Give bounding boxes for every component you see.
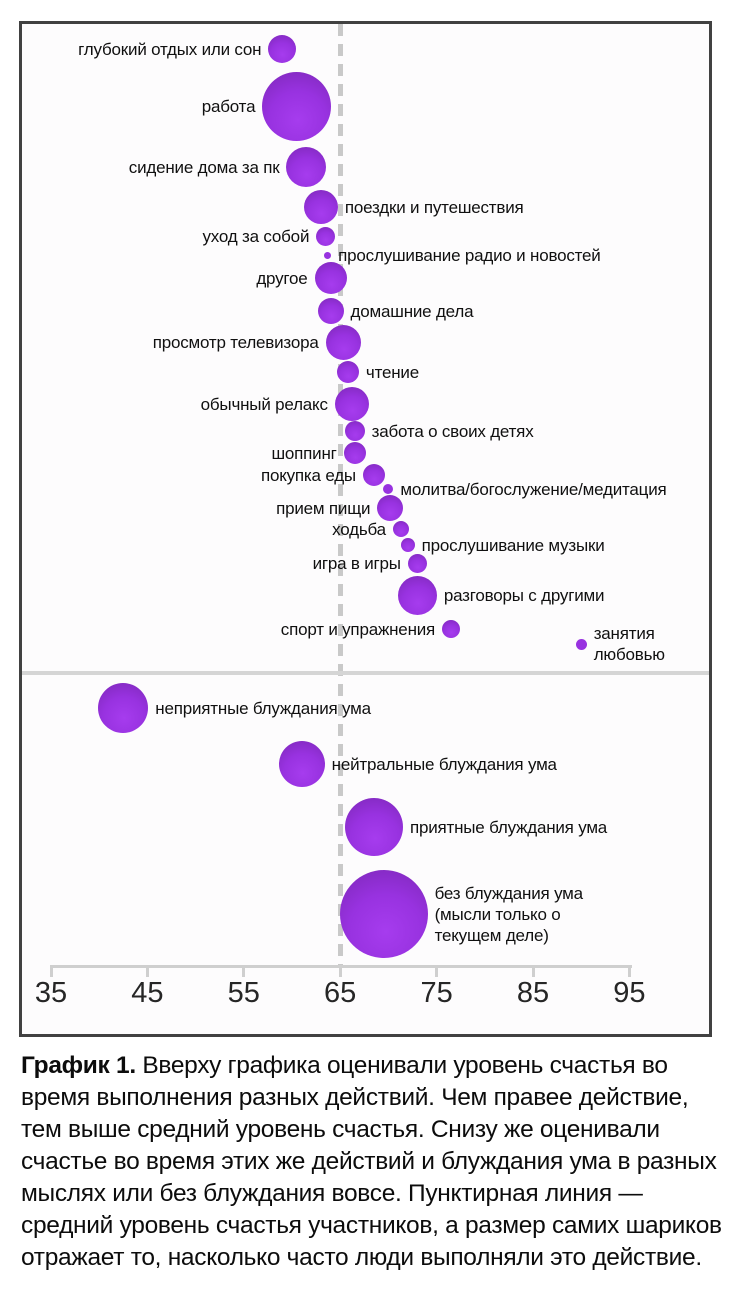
axis-tick	[435, 965, 439, 977]
caption-text: Вверху графика оценивали уровень счастья…	[21, 1052, 722, 1271]
bubble	[392, 521, 409, 537]
bubble	[397, 575, 437, 615]
bubble	[343, 442, 366, 464]
bubble	[303, 190, 338, 224]
figure-caption: График 1. Вверху графика оценивали урове…	[21, 1050, 722, 1274]
bubble	[407, 553, 427, 573]
bubble-label: поездки и путешествия	[344, 197, 524, 217]
bubble	[262, 71, 332, 141]
bubble-label: работа	[201, 96, 256, 116]
bubble	[98, 683, 149, 733]
chart-frame	[19, 21, 712, 1037]
bubble	[336, 361, 359, 383]
bubble	[325, 324, 361, 360]
bubble-label: прослушивание музыки	[421, 535, 605, 555]
bubble-label: приятные блуждания ума	[409, 817, 608, 837]
bubble	[362, 464, 385, 486]
axis-tick	[338, 965, 342, 977]
bubble	[334, 387, 369, 421]
bubble-label: чтение	[365, 362, 419, 382]
axis-tick	[531, 965, 535, 977]
bubble-label: другое	[256, 268, 308, 288]
bubble-label: разговоры с другими	[443, 585, 605, 605]
bubble-label: обычный релакс	[200, 394, 328, 414]
axis-tick-label: 65	[324, 977, 357, 1009]
bubble	[383, 484, 394, 494]
axis-tick-label: 45	[131, 977, 164, 1009]
bubble-label: неприятные блуждания ума	[155, 698, 371, 718]
bubble-label: покупка еды	[260, 465, 356, 485]
bubble-label: уход за собой	[202, 226, 310, 246]
bubble-label: глубокий отдых или сон	[78, 39, 262, 59]
mean-happiness-dashed-line	[337, 24, 343, 965]
bubble	[314, 262, 347, 294]
bubble-label: молитва/богослужение/медитация	[400, 479, 667, 499]
caption-lead: График 1.	[21, 1052, 136, 1079]
axis-tick-label: 35	[34, 977, 68, 1009]
bubble	[400, 538, 415, 552]
bubble-label: прием пищи	[276, 498, 371, 518]
bubble	[317, 298, 344, 324]
bubble-label: нейтральные блуждания ума	[331, 754, 557, 774]
axis-tick-label: 85	[516, 977, 550, 1009]
bubble-label: игра в игры	[312, 553, 401, 573]
bubble-label: домашние дела	[350, 301, 474, 321]
axis-tick-label: 55	[227, 977, 260, 1009]
axis-tick	[49, 965, 53, 977]
bubble	[316, 226, 336, 246]
bubble-label: просмотр телевизора	[152, 332, 319, 352]
bubble	[442, 620, 461, 638]
section-divider-line	[22, 671, 709, 675]
bubble	[339, 870, 428, 958]
bubble-label: без блуждания ума (мысли только о текущем …	[434, 883, 584, 945]
axis-tick-label: 75	[420, 977, 453, 1009]
bubble-label: сидение дома за пк	[128, 157, 280, 177]
bubble-label: ходьба	[332, 519, 386, 539]
bubble	[344, 798, 403, 856]
bubble	[377, 495, 404, 521]
bubble	[344, 421, 365, 441]
axis-tick-label: 95	[613, 977, 646, 1009]
axis-tick	[627, 965, 631, 977]
bubble	[575, 638, 587, 650]
bubble-label: забота о своих детях	[371, 421, 534, 441]
bubble	[268, 35, 297, 63]
bubble	[286, 147, 327, 187]
bubble-label: занятия любовью	[593, 624, 665, 664]
axis-tick	[242, 965, 246, 977]
bubble-label: спорт и упражнения	[280, 619, 436, 639]
bubble-label: прослушивание радио и новостей	[338, 245, 601, 265]
bubble	[278, 741, 325, 787]
axis-tick	[145, 965, 149, 977]
bubble-label: шоппинг	[271, 443, 337, 463]
bubble	[324, 251, 332, 259]
